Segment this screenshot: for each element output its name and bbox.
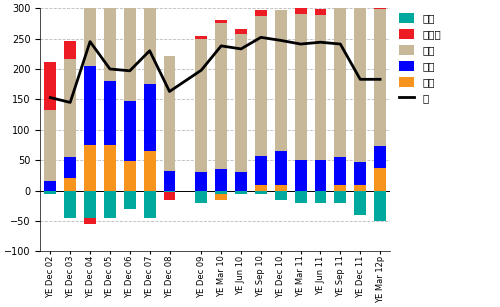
Bar bbox=[255, 191, 267, 194]
Bar bbox=[164, 191, 175, 192]
Bar bbox=[104, 145, 116, 191]
Bar bbox=[64, 157, 76, 178]
Bar bbox=[84, 0, 96, 66]
Bar bbox=[104, 0, 116, 81]
Bar bbox=[44, 62, 56, 110]
Bar bbox=[44, 110, 56, 181]
Bar bbox=[294, 14, 306, 160]
Bar bbox=[235, 191, 247, 194]
Bar bbox=[235, 29, 247, 34]
Bar bbox=[44, 191, 56, 194]
Bar bbox=[44, 181, 56, 191]
Bar bbox=[196, 172, 207, 191]
Bar bbox=[334, 157, 346, 185]
Bar bbox=[354, 191, 366, 215]
Bar bbox=[374, 6, 386, 9]
Bar bbox=[196, 39, 207, 172]
Bar bbox=[314, 15, 326, 160]
Bar bbox=[334, 0, 346, 157]
Bar bbox=[104, 81, 116, 145]
Bar bbox=[64, 191, 76, 218]
Bar bbox=[196, 191, 207, 203]
Bar bbox=[354, 162, 366, 185]
Bar bbox=[374, 146, 386, 168]
Bar bbox=[164, 192, 175, 200]
Bar bbox=[144, 191, 156, 218]
Bar bbox=[374, 9, 386, 146]
Bar bbox=[294, 160, 306, 191]
Bar bbox=[255, 185, 267, 191]
Bar bbox=[84, 191, 96, 218]
Bar bbox=[144, 84, 156, 151]
Bar bbox=[215, 23, 227, 169]
Bar bbox=[294, 8, 306, 14]
Bar bbox=[255, 10, 267, 16]
Bar bbox=[84, 145, 96, 191]
Bar bbox=[124, 0, 136, 101]
Bar bbox=[334, 191, 346, 203]
Bar bbox=[354, 185, 366, 191]
Bar bbox=[374, 191, 386, 221]
Bar bbox=[255, 156, 267, 185]
Bar bbox=[124, 191, 136, 209]
Bar bbox=[104, 191, 116, 218]
Bar bbox=[215, 191, 227, 194]
Bar bbox=[124, 161, 136, 191]
Bar bbox=[275, 185, 286, 191]
Bar bbox=[235, 172, 247, 191]
Bar bbox=[275, 151, 286, 185]
Bar bbox=[294, 191, 306, 203]
Bar bbox=[164, 170, 175, 191]
Bar bbox=[124, 101, 136, 161]
Bar bbox=[196, 36, 207, 39]
Bar bbox=[255, 16, 267, 156]
Bar bbox=[84, 218, 96, 224]
Bar bbox=[215, 194, 227, 200]
Bar bbox=[275, 191, 286, 200]
Bar bbox=[275, 10, 286, 151]
Bar bbox=[314, 160, 326, 191]
Bar bbox=[235, 34, 247, 172]
Bar bbox=[164, 56, 175, 170]
Bar bbox=[64, 59, 76, 157]
Bar bbox=[354, 8, 366, 162]
Bar bbox=[374, 168, 386, 191]
Bar bbox=[215, 169, 227, 191]
Bar bbox=[334, 185, 346, 191]
Bar bbox=[64, 41, 76, 59]
Legend: 不明, その他, 就学, 家族, 就労, 計: 不明, その他, 就学, 家族, 就労, 計 bbox=[398, 14, 442, 103]
Bar bbox=[64, 178, 76, 191]
Bar bbox=[84, 66, 96, 145]
Bar bbox=[314, 10, 326, 15]
Bar bbox=[314, 191, 326, 203]
Bar bbox=[215, 20, 227, 23]
Bar bbox=[144, 151, 156, 191]
Bar bbox=[144, 0, 156, 84]
